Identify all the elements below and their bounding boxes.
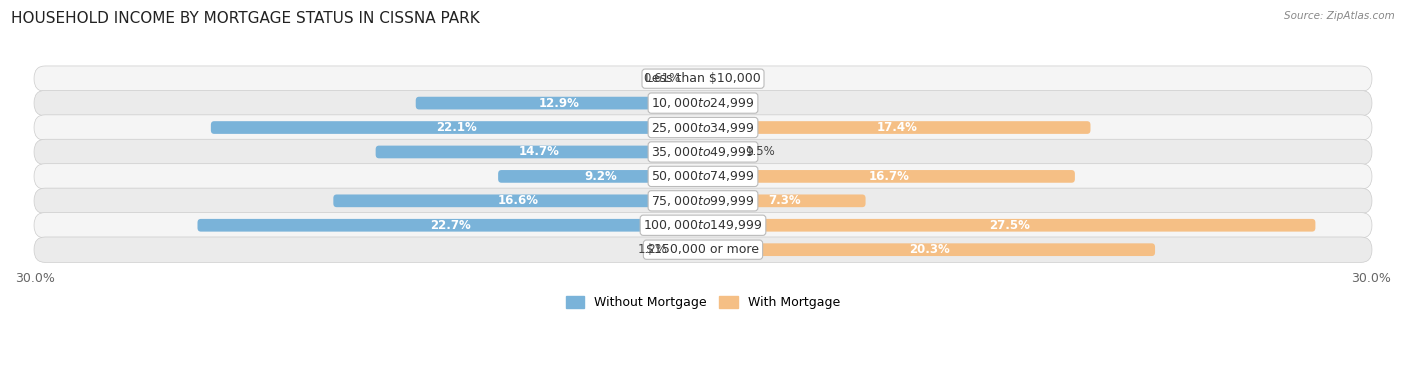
Text: 14.7%: 14.7% [519,146,560,158]
FancyBboxPatch shape [703,146,737,158]
FancyBboxPatch shape [34,115,1372,140]
Text: Source: ZipAtlas.com: Source: ZipAtlas.com [1284,11,1395,21]
Text: Less than $10,000: Less than $10,000 [645,72,761,85]
FancyBboxPatch shape [703,121,1091,134]
Text: 1.5%: 1.5% [745,146,775,158]
Legend: Without Mortgage, With Mortgage: Without Mortgage, With Mortgage [561,291,845,314]
FancyBboxPatch shape [197,219,703,231]
FancyBboxPatch shape [676,243,703,256]
Text: 16.6%: 16.6% [498,194,538,207]
FancyBboxPatch shape [498,170,703,183]
FancyBboxPatch shape [34,90,1372,116]
FancyBboxPatch shape [34,188,1372,213]
FancyBboxPatch shape [34,164,1372,189]
Text: 0.61%: 0.61% [644,72,681,85]
FancyBboxPatch shape [689,72,703,85]
Text: $25,000 to $34,999: $25,000 to $34,999 [651,121,755,135]
Text: 22.7%: 22.7% [430,219,471,232]
FancyBboxPatch shape [34,66,1372,91]
FancyBboxPatch shape [34,237,1372,262]
Text: 17.4%: 17.4% [876,121,917,134]
Text: 1.2%: 1.2% [637,243,668,256]
Text: $35,000 to $49,999: $35,000 to $49,999 [651,145,755,159]
Text: 22.1%: 22.1% [436,121,477,134]
Text: 12.9%: 12.9% [538,97,579,110]
Text: HOUSEHOLD INCOME BY MORTGAGE STATUS IN CISSNA PARK: HOUSEHOLD INCOME BY MORTGAGE STATUS IN C… [11,11,479,26]
Text: $100,000 to $149,999: $100,000 to $149,999 [644,218,762,232]
FancyBboxPatch shape [375,146,703,158]
FancyBboxPatch shape [333,195,703,207]
FancyBboxPatch shape [211,121,703,134]
Text: $10,000 to $24,999: $10,000 to $24,999 [651,96,755,110]
FancyBboxPatch shape [416,97,703,109]
FancyBboxPatch shape [34,139,1372,165]
Text: 7.3%: 7.3% [768,194,800,207]
FancyBboxPatch shape [703,243,1156,256]
FancyBboxPatch shape [703,195,866,207]
Text: $150,000 or more: $150,000 or more [647,243,759,256]
FancyBboxPatch shape [703,219,1316,231]
FancyBboxPatch shape [703,170,1076,183]
Text: $50,000 to $74,999: $50,000 to $74,999 [651,169,755,183]
FancyBboxPatch shape [34,213,1372,238]
Text: 9.2%: 9.2% [583,170,617,183]
Text: 27.5%: 27.5% [988,219,1029,232]
Text: 16.7%: 16.7% [869,170,910,183]
Text: $75,000 to $99,999: $75,000 to $99,999 [651,194,755,208]
Text: 20.3%: 20.3% [908,243,949,256]
